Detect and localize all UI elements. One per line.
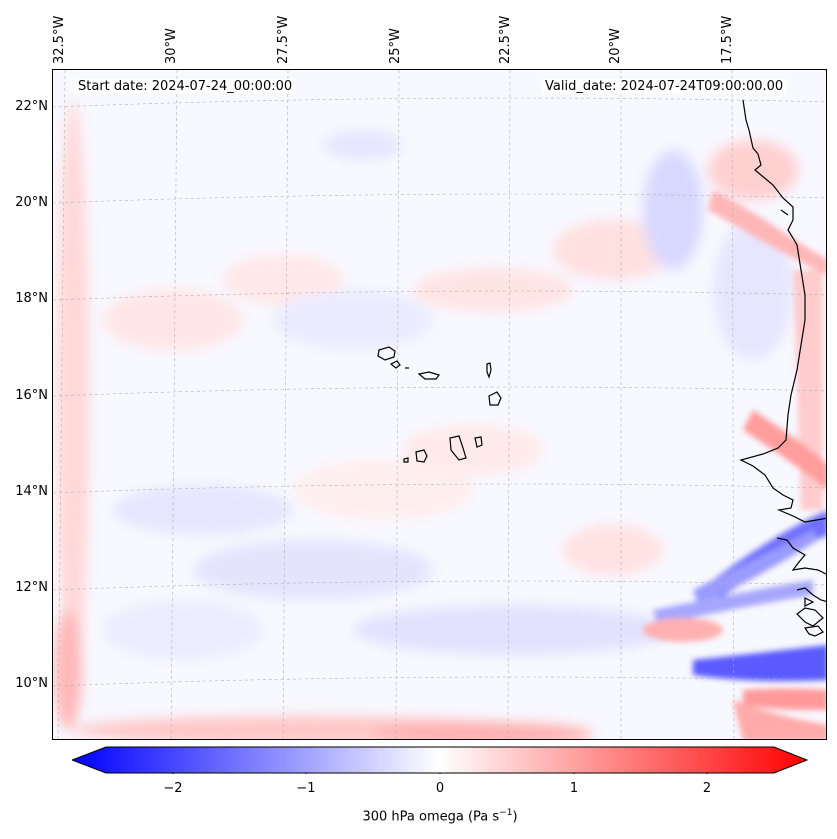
lat-label-20n: 20°N (15, 195, 48, 210)
start-date-label: Start date: 2024-07-24_00:00:00 (74, 79, 297, 94)
lon-label-22-5w: 22.5°W (498, 15, 513, 64)
lon-label-20w: 20°W (608, 28, 623, 64)
lat-label-22n: 22°N (15, 99, 48, 114)
omega-field-texture (54, 100, 798, 739)
lat-label-16n: 16°N (15, 388, 48, 403)
colorbar (72, 746, 808, 774)
island-santo-antao (377, 346, 396, 361)
lon-label-27-5w: 27.5°W (276, 15, 291, 64)
colorbar-unit-close: ) (512, 809, 518, 825)
cb-tick-label-neg2: −2 (163, 781, 183, 796)
lat-label-12n: 12°N (15, 580, 48, 595)
lon-label-32-5w: 32.5°W (52, 15, 67, 64)
lon-label-30w: 30°W (164, 28, 179, 64)
cb-tick-label-2: 2 (702, 781, 712, 796)
african-coastline (739, 99, 826, 637)
island-santiago (449, 435, 467, 461)
lat-label-14n: 14°N (15, 484, 48, 499)
lat-label-10n: 10°N (15, 676, 48, 691)
island-sao-nicolau (417, 371, 440, 380)
lat-label-18n: 18°N (15, 291, 48, 306)
island-fogo (415, 449, 428, 463)
island-brava (403, 457, 409, 463)
island-sal (486, 362, 492, 379)
lon-label-17-5w: 17.5°W (720, 15, 735, 64)
colorbar-variable: 300 hPa omega (Pa s (362, 809, 500, 825)
island-boa-vista (488, 391, 502, 406)
valid-date-label: Valid_date: 2024-07-24T09:00:00.00 (541, 79, 788, 94)
omega-coastal-signals (643, 190, 826, 739)
lon-label-25w: 25°W (388, 28, 403, 64)
island-maio (474, 436, 483, 448)
graticule (53, 70, 826, 739)
colorbar-unit-exponent: −1 (499, 808, 513, 818)
island-sao-vicente (389, 360, 401, 369)
cb-tick-label-neg1: −1 (296, 781, 316, 796)
cb-tick-label-0: 0 (435, 781, 445, 796)
omega-field-map (53, 70, 826, 739)
cb-tick-label-1: 1 (569, 781, 579, 796)
cape-verde-islands (377, 346, 502, 463)
map-panel (52, 69, 827, 740)
colorbar-gradient (72, 746, 808, 774)
colorbar-label: 300 hPa omega (Pa s−1) (72, 808, 808, 824)
